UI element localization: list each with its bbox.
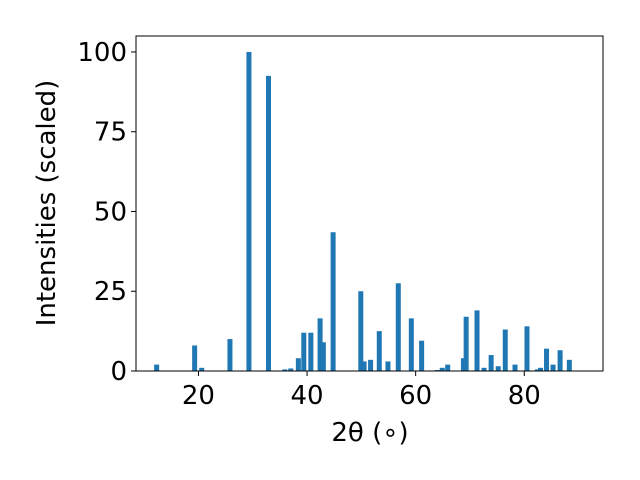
x-axis: 20 40 60 80 (182, 371, 541, 411)
bar (295, 358, 301, 371)
bar (358, 291, 364, 371)
bar (445, 364, 451, 371)
bars-group (154, 51, 572, 371)
bar (463, 316, 469, 371)
bar (227, 339, 233, 371)
bar (395, 283, 401, 371)
bar (288, 368, 294, 371)
bar (512, 364, 518, 371)
bar (408, 318, 414, 371)
bar (481, 367, 487, 371)
bar (419, 340, 425, 371)
x-tick-label: 40 (291, 381, 324, 411)
bar (495, 366, 501, 371)
bar (301, 332, 307, 371)
bar (460, 358, 466, 371)
x-tick-label: 60 (399, 381, 432, 411)
y-tick-label: 0 (110, 357, 127, 387)
y-tick-label: 75 (94, 118, 127, 148)
y-tick-label: 100 (77, 38, 127, 68)
bar (488, 355, 494, 371)
y-tick-label: 25 (94, 277, 127, 307)
bar (534, 369, 540, 371)
bar (524, 326, 530, 371)
bar (439, 367, 445, 371)
bar (385, 361, 391, 371)
bar (192, 345, 198, 371)
bar (317, 318, 323, 371)
x-tick-label: 80 (508, 381, 541, 411)
y-tick-label: 50 (94, 197, 127, 227)
bar (376, 331, 382, 371)
bar (566, 359, 572, 371)
bar (502, 329, 508, 371)
bar (265, 75, 271, 371)
bar (199, 367, 205, 371)
bar (282, 369, 288, 371)
bar (308, 332, 314, 371)
bar (474, 310, 480, 371)
y-axis: 0 25 50 75 100 (77, 38, 136, 387)
bar (550, 364, 556, 371)
bar (361, 361, 367, 371)
bar (246, 51, 252, 371)
bar (320, 342, 326, 371)
plot-frame (135, 35, 604, 372)
bar (544, 348, 550, 371)
x-axis-label: 2θ (∘) (331, 418, 408, 448)
y-axis-label: Intensities (scaled) (32, 80, 62, 327)
x-tick-label: 20 (182, 381, 215, 411)
bar (538, 367, 544, 371)
bar (557, 350, 563, 371)
bar (330, 232, 336, 371)
bar (154, 364, 160, 371)
bar (368, 359, 374, 371)
